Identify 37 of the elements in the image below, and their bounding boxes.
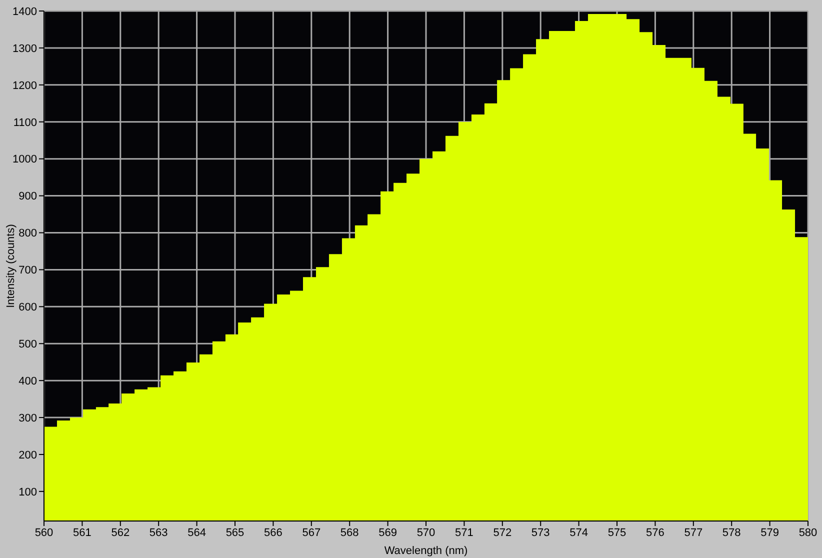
x-tick-label: 574	[570, 526, 588, 539]
y-tick-label: 200	[18, 449, 37, 462]
y-tick-label: 300	[18, 412, 37, 424]
x-tick-label: 567	[302, 526, 321, 539]
x-tick-label: 561	[73, 526, 92, 539]
y-tick-label: 1000	[12, 154, 37, 166]
x-tick-label: 566	[264, 526, 282, 539]
y-tick-label: 700	[18, 264, 37, 277]
x-tick-label: 568	[340, 526, 359, 539]
x-tick-label: 571	[455, 526, 474, 539]
x-tick-label: 579	[760, 526, 779, 539]
x-tick-label: 562	[111, 526, 130, 539]
x-tick-label: 578	[722, 526, 741, 539]
x-tick-label: 572	[493, 526, 512, 539]
y-tick-label: 900	[18, 190, 37, 203]
y-axis-title: Intensity (counts)	[4, 224, 17, 308]
y-tick-label: 1200	[12, 80, 37, 92]
x-axis-title: Wavelength (nm)	[384, 545, 468, 557]
x-tick-label: 560	[34, 526, 54, 539]
x-tick-label: 564	[188, 526, 206, 539]
y-tick-label: 100	[18, 486, 37, 498]
x-tick-label: 563	[149, 526, 168, 539]
x-tick-label: 580	[798, 526, 818, 539]
y-tick-label: 1300	[12, 42, 37, 55]
y-tick-label: 500	[18, 338, 37, 351]
y-tick-label: 1100	[13, 116, 37, 129]
y-tick-label: 1400	[12, 6, 37, 18]
x-tick-label: 573	[531, 526, 550, 539]
y-tick-label: 400	[18, 375, 37, 388]
y-tick-label: 600	[18, 302, 37, 314]
x-tick-label: 575	[608, 526, 626, 539]
x-tick-label: 569	[378, 526, 397, 539]
y-tick-label: 800	[18, 228, 37, 240]
x-tick-label: 565	[226, 526, 244, 539]
x-tick-label: 576	[646, 526, 664, 539]
x-tick-label: 570	[416, 526, 436, 539]
x-tick-label: 577	[684, 526, 703, 539]
